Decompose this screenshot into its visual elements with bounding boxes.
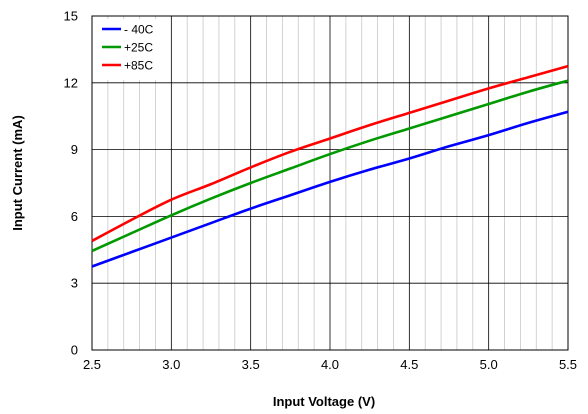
legend-label: - 40C — [124, 23, 154, 37]
y-tick-label: 15 — [64, 9, 78, 24]
series-line — [91, 110, 569, 268]
x-axis-ticks: 2.5 3.0 3.5 4.0 4.5 5.0 5.5 — [83, 357, 577, 372]
y-tick-label: 12 — [64, 75, 78, 90]
x-tick-label: 3.0 — [162, 357, 180, 372]
legend-label: +25C — [124, 41, 153, 55]
x-tick-label: 4.0 — [321, 357, 339, 372]
y-tick-label: 6 — [71, 209, 78, 224]
x-axis-label: Input Voltage (V) — [273, 394, 375, 409]
y-axis-ticks: 0 3 6 9 12 15 — [64, 9, 78, 358]
x-tick-label: 4.5 — [400, 357, 418, 372]
series-lines — [91, 64, 569, 268]
series-line — [91, 79, 569, 253]
x-tick-label: 5.0 — [480, 357, 498, 372]
y-axis-label: Input Current (mA) — [10, 115, 25, 231]
legend: - 40C +25C +85C — [96, 19, 166, 80]
x-tick-label: 2.5 — [83, 357, 101, 372]
plot-frame — [91, 15, 569, 351]
x-tick-label: 3.5 — [242, 357, 260, 372]
y-tick-label: 9 — [71, 142, 78, 157]
x-tick-label: 5.5 — [559, 357, 577, 372]
series-line — [91, 64, 569, 243]
y-tick-label: 0 — [71, 343, 78, 358]
y-tick-label: 3 — [71, 276, 78, 291]
legend-label: +85C — [124, 59, 153, 73]
